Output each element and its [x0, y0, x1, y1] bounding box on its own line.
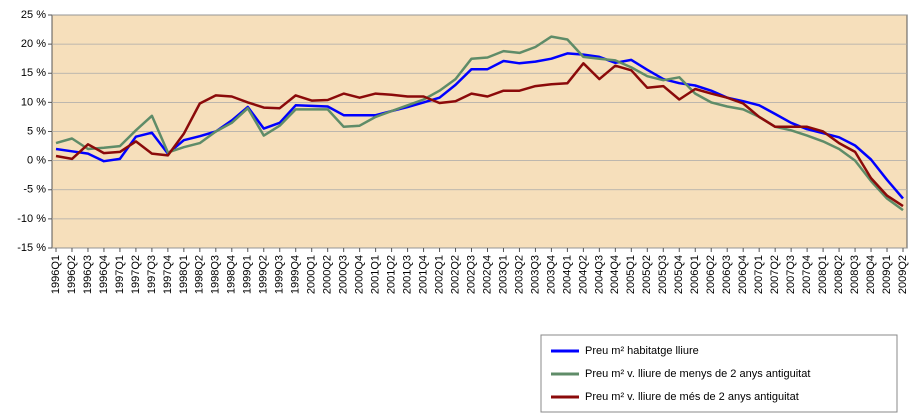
y-tick-label: -5 % — [23, 184, 46, 196]
x-tick-label: 2008Q1 — [817, 255, 829, 294]
x-tick-label: 1999Q1 — [242, 255, 254, 294]
x-tick-label: 2004Q4 — [609, 255, 621, 294]
legend-box — [540, 334, 898, 413]
x-tick-label: 2007Q1 — [753, 255, 765, 294]
x-tick-label: 2007Q3 — [785, 255, 797, 294]
x-tick-label: 2006Q4 — [737, 255, 749, 294]
x-tick-label: 1998Q4 — [226, 255, 238, 294]
x-tick-label: 1996Q3 — [82, 255, 94, 294]
x-tick-label: 1999Q2 — [258, 255, 270, 294]
y-tick-label: 0 % — [27, 155, 46, 167]
y-tick-label: 25 % — [21, 9, 46, 21]
x-tick-label: 2004Q2 — [577, 255, 589, 294]
x-tick-label: 1997Q4 — [162, 255, 174, 294]
y-tick-label: -15 % — [17, 242, 46, 254]
x-tick-label: 1999Q4 — [290, 255, 302, 294]
x-tick-label: 2006Q3 — [721, 255, 733, 294]
x-tick-label: 2004Q1 — [561, 255, 573, 294]
x-tick-label: 1999Q3 — [274, 255, 286, 294]
x-tick-label: 1998Q2 — [194, 255, 206, 294]
y-tick-label: -10 % — [17, 213, 46, 225]
x-tick-label: 1996Q2 — [66, 255, 78, 294]
y-tick-label: 15 % — [21, 67, 46, 79]
x-tick-label: 2001Q1 — [370, 255, 382, 294]
legend-label: Preu m² v. lliure de menys de 2 anys ant… — [585, 368, 810, 380]
x-tick-label: 2002Q1 — [433, 255, 445, 294]
x-tick-label: 2004Q3 — [593, 255, 605, 294]
x-tick-label: 2002Q4 — [481, 255, 493, 294]
x-tick-label: 2007Q2 — [769, 255, 781, 294]
legend-label: Preu m² habitatge lliure — [585, 345, 699, 357]
y-tick-label: 10 % — [21, 96, 46, 108]
x-tick-label: 2005Q1 — [625, 255, 637, 294]
x-tick-label: 2003Q4 — [545, 255, 557, 294]
x-tick-label: 2001Q4 — [417, 255, 429, 294]
series-line — [55, 62, 904, 208]
x-tick-label: 1997Q1 — [114, 255, 126, 294]
x-tick-label: 2001Q3 — [401, 255, 413, 294]
x-tick-label: 1996Q1 — [50, 255, 62, 294]
x-tick-label: 1998Q1 — [178, 255, 190, 294]
x-tick-label: 2000Q4 — [354, 255, 366, 294]
x-tick-label: 2006Q2 — [705, 255, 717, 294]
x-tick-label: 1997Q2 — [130, 255, 142, 294]
legend-label: Preu m² v. lliure de més de 2 anys antig… — [585, 391, 799, 403]
x-tick-label: 2006Q1 — [689, 255, 701, 294]
x-tick-label: 1997Q3 — [146, 255, 158, 294]
x-tick-label: 2005Q2 — [641, 255, 653, 294]
x-tick-label: 2000Q1 — [306, 255, 318, 294]
x-tick-label: 2000Q3 — [338, 255, 350, 294]
x-tick-label: 2008Q2 — [833, 255, 845, 294]
x-tick-label: 2009Q1 — [881, 255, 893, 294]
x-tick-label: 2008Q4 — [865, 255, 877, 294]
x-tick-label: 2008Q3 — [849, 255, 861, 294]
x-tick-label: 2000Q2 — [322, 255, 334, 294]
x-tick-label: 2002Q3 — [465, 255, 477, 294]
x-tick-label: 2002Q2 — [449, 255, 461, 294]
x-tick-label: 2003Q2 — [513, 255, 525, 294]
x-tick-label: 2005Q4 — [673, 255, 685, 294]
x-tick-label: 2005Q3 — [657, 255, 669, 294]
y-tick-label: 5 % — [27, 125, 46, 137]
x-tick-label: 1998Q3 — [210, 255, 222, 294]
x-tick-label: 2009Q2 — [897, 255, 909, 294]
y-tick-label: 20 % — [21, 38, 46, 50]
x-tick-label: 1996Q4 — [98, 255, 110, 294]
x-tick-label: 2003Q3 — [529, 255, 541, 294]
series-line — [55, 52, 904, 200]
x-tick-label: 2001Q2 — [386, 255, 398, 294]
x-tick-label: 2003Q1 — [497, 255, 509, 294]
x-tick-label: 2007Q4 — [801, 255, 813, 294]
